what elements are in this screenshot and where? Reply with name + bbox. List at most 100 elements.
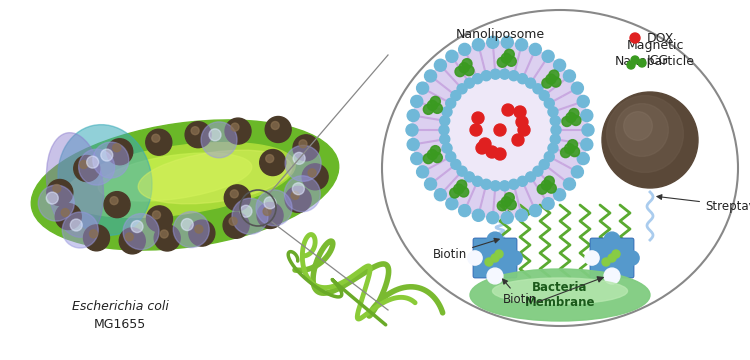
- Circle shape: [46, 192, 58, 204]
- Circle shape: [152, 134, 160, 142]
- Circle shape: [515, 39, 527, 51]
- Circle shape: [549, 70, 559, 80]
- Ellipse shape: [32, 120, 339, 250]
- Circle shape: [479, 138, 491, 150]
- Circle shape: [229, 217, 237, 225]
- Circle shape: [266, 117, 291, 143]
- Circle shape: [482, 179, 491, 189]
- Circle shape: [450, 188, 460, 198]
- Circle shape: [578, 95, 590, 107]
- Circle shape: [494, 148, 506, 160]
- Circle shape: [182, 219, 194, 230]
- Circle shape: [131, 221, 143, 233]
- Circle shape: [293, 152, 305, 165]
- Circle shape: [500, 69, 509, 79]
- Circle shape: [491, 254, 499, 262]
- Circle shape: [100, 149, 112, 161]
- Circle shape: [272, 121, 279, 130]
- Circle shape: [457, 180, 466, 190]
- Circle shape: [504, 193, 515, 203]
- Circle shape: [518, 124, 530, 136]
- Circle shape: [416, 166, 428, 178]
- Circle shape: [62, 212, 98, 248]
- Circle shape: [464, 172, 474, 182]
- Circle shape: [455, 67, 465, 77]
- Circle shape: [612, 250, 620, 258]
- Circle shape: [582, 124, 594, 136]
- Circle shape: [257, 202, 283, 229]
- Circle shape: [533, 84, 543, 94]
- Circle shape: [542, 50, 554, 62]
- Circle shape: [607, 96, 683, 172]
- Circle shape: [548, 143, 558, 153]
- Circle shape: [506, 200, 516, 210]
- Circle shape: [292, 183, 304, 195]
- Circle shape: [548, 107, 558, 117]
- Circle shape: [563, 70, 575, 82]
- Circle shape: [482, 71, 491, 81]
- Circle shape: [487, 268, 503, 284]
- Circle shape: [502, 104, 514, 116]
- Circle shape: [468, 251, 482, 265]
- Circle shape: [497, 57, 507, 67]
- Circle shape: [110, 197, 118, 204]
- Circle shape: [512, 134, 524, 146]
- Circle shape: [106, 139, 133, 165]
- Circle shape: [539, 159, 549, 170]
- Text: Streptavidin: Streptavidin: [657, 195, 750, 213]
- Circle shape: [546, 74, 556, 84]
- Circle shape: [472, 209, 484, 221]
- Circle shape: [451, 91, 460, 100]
- Circle shape: [160, 230, 168, 238]
- Circle shape: [446, 198, 458, 210]
- Circle shape: [580, 139, 592, 150]
- Circle shape: [285, 186, 311, 212]
- Circle shape: [504, 49, 515, 59]
- Circle shape: [263, 207, 271, 215]
- Circle shape: [604, 268, 620, 284]
- Circle shape: [416, 82, 428, 94]
- Circle shape: [518, 74, 527, 84]
- Circle shape: [500, 181, 509, 191]
- Circle shape: [104, 192, 130, 218]
- Circle shape: [472, 112, 484, 124]
- Circle shape: [201, 122, 237, 158]
- Circle shape: [544, 98, 554, 108]
- Circle shape: [432, 103, 442, 113]
- Ellipse shape: [138, 150, 292, 204]
- Circle shape: [424, 178, 436, 190]
- Circle shape: [501, 36, 513, 48]
- Circle shape: [631, 56, 639, 64]
- Circle shape: [93, 142, 129, 178]
- Circle shape: [46, 180, 73, 206]
- Circle shape: [627, 61, 635, 69]
- Circle shape: [230, 190, 238, 198]
- Circle shape: [70, 219, 82, 231]
- Text: MG1655: MG1655: [94, 318, 146, 331]
- Circle shape: [442, 107, 452, 117]
- Circle shape: [38, 185, 74, 221]
- Circle shape: [407, 109, 419, 122]
- Text: Biotin: Biotin: [433, 238, 500, 261]
- Circle shape: [462, 59, 472, 69]
- Circle shape: [423, 104, 433, 114]
- Circle shape: [490, 181, 500, 191]
- Circle shape: [407, 139, 419, 150]
- Circle shape: [430, 96, 440, 106]
- Circle shape: [439, 125, 449, 135]
- Circle shape: [299, 140, 307, 148]
- Circle shape: [578, 153, 590, 165]
- Circle shape: [508, 251, 522, 265]
- Circle shape: [486, 146, 498, 158]
- Circle shape: [446, 152, 456, 162]
- Circle shape: [530, 204, 542, 217]
- Circle shape: [189, 220, 214, 246]
- Circle shape: [464, 78, 474, 88]
- Circle shape: [509, 179, 519, 189]
- Circle shape: [308, 169, 316, 177]
- Circle shape: [302, 164, 328, 190]
- Circle shape: [430, 146, 440, 156]
- Circle shape: [616, 104, 668, 156]
- Circle shape: [56, 203, 81, 230]
- Circle shape: [572, 166, 584, 178]
